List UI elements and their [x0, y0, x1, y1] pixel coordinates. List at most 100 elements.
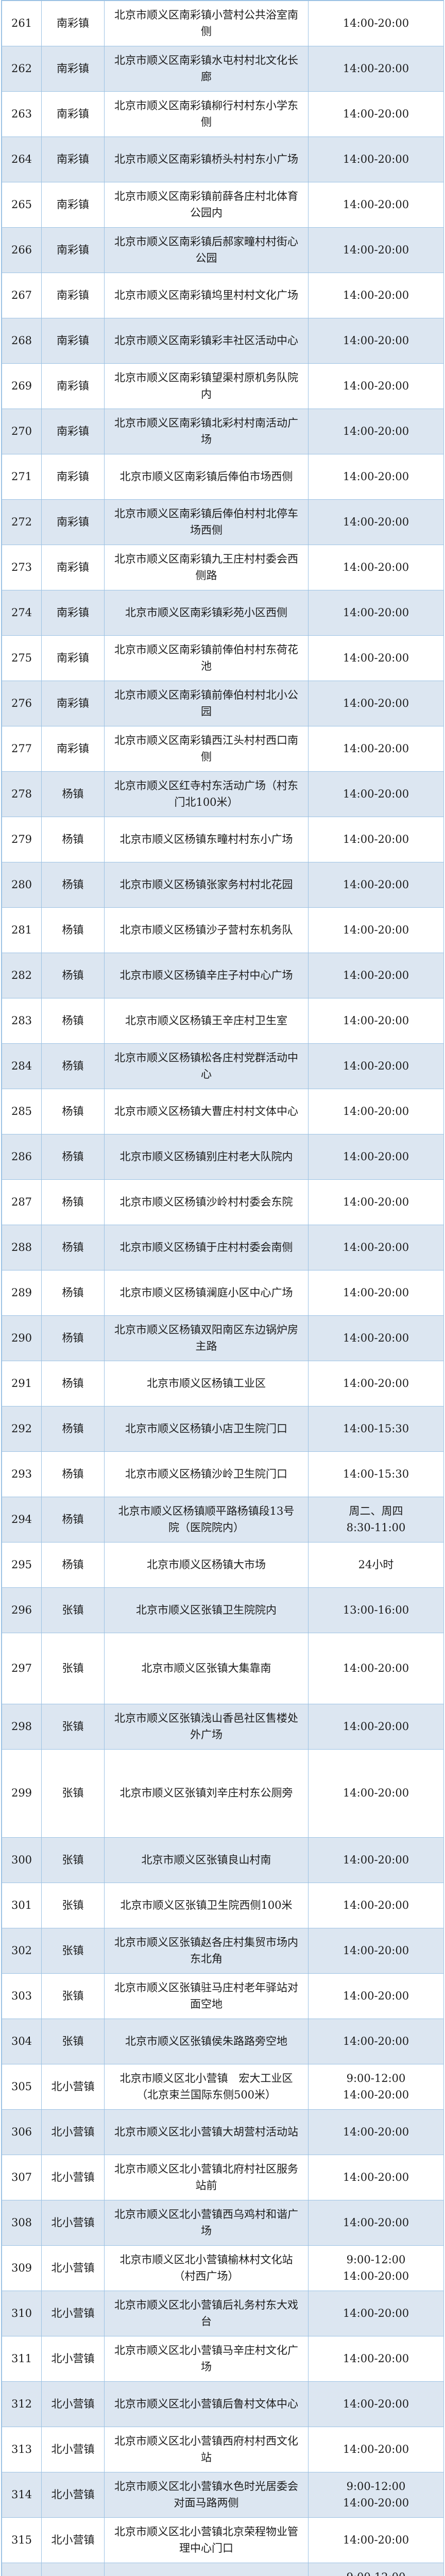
address-cell: 北京市顺义区北小营镇北府村社区服务站前 — [105, 2155, 309, 2200]
row-number-cell: 263 — [2, 92, 42, 137]
town-cell: 杨镇 — [42, 1089, 105, 1134]
town-cell: 北小营镇 — [42, 2563, 105, 2576]
hours-cell: 14:00-20:00 — [343, 1377, 409, 1389]
row-number-cell: 305 — [2, 2064, 42, 2109]
table-row: 271 南彩镇 北京市顺义区南彩镇后俸伯市场西侧 14:00-20:00 — [2, 454, 443, 500]
hours-cell: 14:00-20:00 — [343, 289, 409, 301]
table-row: 298 张镇 北京市顺义区张镇浅山香邑社区售楼处外广场 14:00-20:00 — [2, 1704, 443, 1750]
town-cell: 南彩镇 — [42, 636, 105, 681]
row-number-cell: 266 — [2, 228, 42, 273]
address-cell: 北京市顺义区张镇驻马庄村老年驿站对面空地 — [105, 1974, 309, 2019]
row-number-cell: 283 — [2, 998, 42, 1043]
table-row: 308 北小营镇 北京市顺义区北小营镇西乌鸡村和谐广场 14:00-20:00 — [2, 2200, 443, 2246]
address-cell: 北京市顺义区北小营镇大胡营村活动站 — [105, 2110, 309, 2155]
hours-cell: 14:00-20:00 — [343, 152, 409, 165]
town-cell: 杨镇 — [42, 998, 105, 1043]
table-row: 292 杨镇 北京市顺义区杨镇小店卫生院门口 14:00-15:30 — [2, 1406, 443, 1452]
row-number-cell: 295 — [2, 1543, 42, 1587]
town-cell: 南彩镇 — [42, 409, 105, 454]
town-cell: 南彩镇 — [42, 182, 105, 227]
hours-cell: 14:00-20:00 — [343, 2533, 409, 2546]
table-row: 299 张镇 北京市顺义区张镇刘辛庄村东公厕旁 14:00-20:00 — [2, 1750, 443, 1838]
hours-cell: 14:00-20:00 — [343, 787, 409, 800]
address-cell: 北京市顺义区南彩镇彩苑小区西侧 — [105, 590, 309, 635]
table-row: 282 杨镇 北京市顺义区杨镇辛庄子村中心广场 14:00-20:00 — [2, 953, 443, 998]
row-number-cell: 284 — [2, 1044, 42, 1089]
address-cell: 北京市顺义区张镇大集靠南 — [105, 1633, 309, 1704]
table-row: 307 北小营镇 北京市顺义区北小营镇北府村社区服务站前 14:00-20:00 — [2, 2155, 443, 2200]
table-row: 293 杨镇 北京市顺义区杨镇沙岭卫生院门口 14:00-15:30 — [2, 1452, 443, 1497]
hours-cell: 14:00-15:30 — [343, 1422, 409, 1435]
table-row: 285 杨镇 北京市顺义区杨镇大曹庄村村文体中心 14:00-20:00 — [2, 1089, 443, 1134]
table-row: 269 南彩镇 北京市顺义区南彩镇望渠村原机务队院内 14:00-20:00 — [2, 364, 443, 409]
address-cell: 北京市顺义区南彩镇九王庄村村委会西侧路 — [105, 545, 309, 590]
table-row: 280 杨镇 北京市顺义区杨镇张家务村村北花园 14:00-20:00 — [2, 862, 443, 908]
town-cell: 杨镇 — [42, 1543, 105, 1587]
address-cell: 北京市顺义区南彩镇前薛各庄村北体育公园内 — [105, 182, 309, 227]
row-number-cell: 294 — [2, 1497, 42, 1542]
table-row: 274 南彩镇 北京市顺义区南彩镇彩苑小区西侧 14:00-20:00 — [2, 590, 443, 636]
hours-cell: 14:00-20:00 — [343, 1241, 409, 1253]
town-cell: 北小营镇 — [42, 2246, 105, 2291]
address-cell: 北京市顺义区南彩镇后俸伯村村北停车场西侧 — [105, 500, 309, 545]
address-cell: 北京市顺义区北小营镇马辛庄村文化广场 — [105, 2336, 309, 2381]
hours-cell: 14:00-20:00 — [343, 1944, 409, 1957]
table-row: 311 北小营镇 北京市顺义区北小营镇马辛庄村文化广场 14:00-20:00 — [2, 2336, 443, 2382]
row-number-cell: 280 — [2, 862, 42, 907]
row-number-cell: 285 — [2, 1089, 42, 1134]
row-number-cell: 279 — [2, 817, 42, 862]
address-cell: 北京市顺义区杨镇辛庄子村中心广场 — [105, 953, 309, 998]
address-cell: 北京市顺义区北小营镇 宏大工业区（北京束兰国际东侧500米） — [105, 2064, 309, 2109]
town-cell: 北小营镇 — [42, 2382, 105, 2427]
town-cell: 北小营镇 — [42, 2336, 105, 2381]
address-cell: 北京市顺义区杨镇工业区 — [105, 1361, 309, 1406]
town-cell: 南彩镇 — [42, 273, 105, 318]
town-cell: 杨镇 — [42, 1044, 105, 1089]
town-cell: 杨镇 — [42, 1270, 105, 1315]
town-cell: 北小营镇 — [42, 2200, 105, 2245]
address-cell: 北京市顺义区张镇赵各庄村集贸市场内东北角 — [105, 1928, 309, 1973]
address-cell: 北京市顺义区杨镇东疃村村东小广场 — [105, 817, 309, 862]
hours-cell: 周二、周四 8:30-11:00 — [346, 1505, 406, 1534]
table-row: 273 南彩镇 北京市顺义区南彩镇九王庄村村委会西侧路 14:00-20:00 — [2, 545, 443, 590]
town-cell: 北小营镇 — [42, 2427, 105, 2472]
row-number-cell: 313 — [2, 2427, 42, 2472]
town-cell: 杨镇 — [42, 908, 105, 953]
town-cell: 杨镇 — [42, 1452, 105, 1497]
town-cell: 杨镇 — [42, 1361, 105, 1406]
town-cell: 杨镇 — [42, 772, 105, 817]
hours-cell: 14:00-20:00 — [343, 515, 409, 528]
row-number-cell: 291 — [2, 1361, 42, 1406]
town-cell: 南彩镇 — [42, 454, 105, 499]
address-cell: 北京市顺义区杨镇顺平路杨镇段13号院（医院院内） — [105, 1497, 309, 1542]
town-cell: 南彩镇 — [42, 318, 105, 363]
hours-cell: 14:00-20:00 — [343, 1899, 409, 1911]
row-number-cell: 293 — [2, 1452, 42, 1497]
hours-cell: 9:00-12:00 14:00-20:00 — [309, 2563, 443, 2576]
address-cell: 北京市顺义区南彩镇水屯村村北文化长廊 — [105, 46, 309, 91]
hours-cell: 14:00-20:00 — [343, 1286, 409, 1299]
row-number-cell: 304 — [2, 2019, 42, 2064]
town-cell: 张镇 — [42, 1750, 105, 1837]
table-row: 306 北小营镇 北京市顺义区北小营镇大胡营村活动站 14:00-20:00 — [2, 2110, 443, 2155]
town-cell: 张镇 — [42, 2019, 105, 2064]
address-cell: 北京市顺义区南彩镇望渠村原机务队院内 — [105, 364, 309, 409]
hours-cell: 14:00-20:00 — [343, 16, 409, 29]
table-row: 295 杨镇 北京市顺义区杨镇大市场 24小时 — [2, 1543, 443, 1588]
hours-cell: 14:00-20:00 — [343, 1105, 409, 1117]
table-row: 288 杨镇 北京市顺义区杨镇于庄村村委会南侧 14:00-20:00 — [2, 1225, 443, 1270]
table-row: 304 张镇 北京市顺义区张镇侯朱路路旁空地 14:00-20:00 — [2, 2019, 443, 2064]
hours-cell: 14:00-15:30 — [343, 1467, 409, 1480]
address-cell: 北京市顺义区南彩镇西江头村村西口南侧 — [105, 726, 309, 771]
town-cell: 北小营镇 — [42, 2291, 105, 2336]
town-cell: 北小营镇 — [42, 2110, 105, 2155]
town-cell: 北小营镇 — [42, 2064, 105, 2109]
row-number-cell: 290 — [2, 1316, 42, 1361]
address-cell: 北京市顺义区张镇卫生院西侧100米 — [105, 1883, 309, 1928]
row-number-cell: 277 — [2, 726, 42, 771]
town-cell: 杨镇 — [42, 862, 105, 907]
row-number-cell: 289 — [2, 1270, 42, 1315]
table-row: 275 南彩镇 北京市顺义区南彩镇前俸伯村村东荷花池 14:00-20:00 — [2, 636, 443, 681]
town-cell: 南彩镇 — [42, 1, 105, 46]
table-row: 294 杨镇 北京市顺义区杨镇顺平路杨镇段13号院（医院院内） 周二、周四 8:30-… — [2, 1497, 443, 1543]
